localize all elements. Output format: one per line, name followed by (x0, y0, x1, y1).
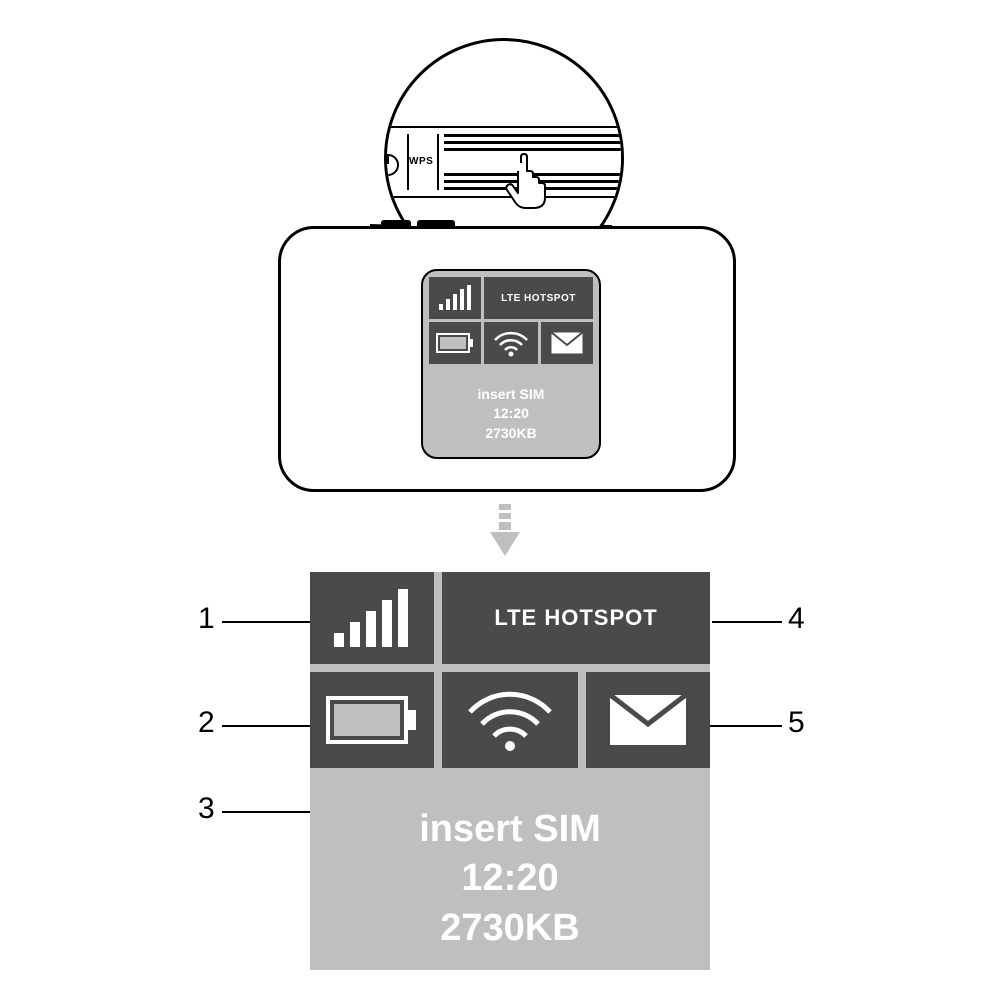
battery-icon (326, 696, 418, 744)
device-info-area-small: insert SIM 12:20 2730KB (423, 371, 599, 457)
callout-5: 5 (788, 706, 805, 740)
info-line1-small: insert SIM (478, 385, 545, 405)
info-line-time: 12:20 (461, 854, 558, 903)
wifi-tile (442, 672, 578, 768)
info-line-data: 2730KB (440, 904, 579, 953)
callout-3: 3 (198, 792, 215, 826)
callout-4: 4 (788, 602, 805, 636)
signal-bars-icon (437, 284, 473, 312)
battery-tile (310, 672, 434, 768)
lte-tile-small: LTE HOTSPOT (484, 277, 593, 319)
info-line-sim: insert SIM (419, 805, 601, 854)
wps-label: WPS (409, 156, 433, 167)
power-button-icon (384, 154, 399, 176)
info-line3-small: 2730KB (485, 424, 536, 444)
wifi-tile-small (484, 322, 538, 364)
battery-icon (436, 333, 474, 353)
lte-label: LTE HOTSPOT (494, 605, 657, 631)
device-screen-enlarged: LTE HOTSPOT (310, 572, 710, 970)
info-line2-small: 12:20 (493, 404, 529, 424)
pointing-hand-icon (503, 153, 563, 213)
callout-1: 1 (198, 602, 215, 636)
diagram-canvas: WPS (0, 0, 1000, 1000)
device-top-button-1 (381, 220, 411, 229)
signal-tile-small (429, 277, 481, 319)
device-screen-small: LTE HOTSPOT (421, 269, 601, 459)
envelope-icon (550, 331, 584, 355)
callout-2: 2 (198, 706, 215, 740)
battery-tile-small (429, 322, 481, 364)
lte-hotspot-tile: LTE HOTSPOT (442, 572, 710, 664)
signal-bars-icon (330, 587, 414, 649)
message-tile-small (541, 322, 593, 364)
message-tile (586, 672, 710, 768)
wifi-icon (491, 328, 531, 358)
wifi-icon (462, 684, 558, 756)
device-body: LTE HOTSPOT (278, 226, 736, 492)
envelope-icon (607, 692, 689, 748)
signal-tile (310, 572, 434, 664)
down-arrow-icon (490, 504, 520, 560)
device-top-button-2 (417, 220, 455, 229)
info-area: insert SIM 12:20 2730KB (310, 776, 710, 970)
lte-label-small: LTE HOTSPOT (501, 293, 576, 304)
